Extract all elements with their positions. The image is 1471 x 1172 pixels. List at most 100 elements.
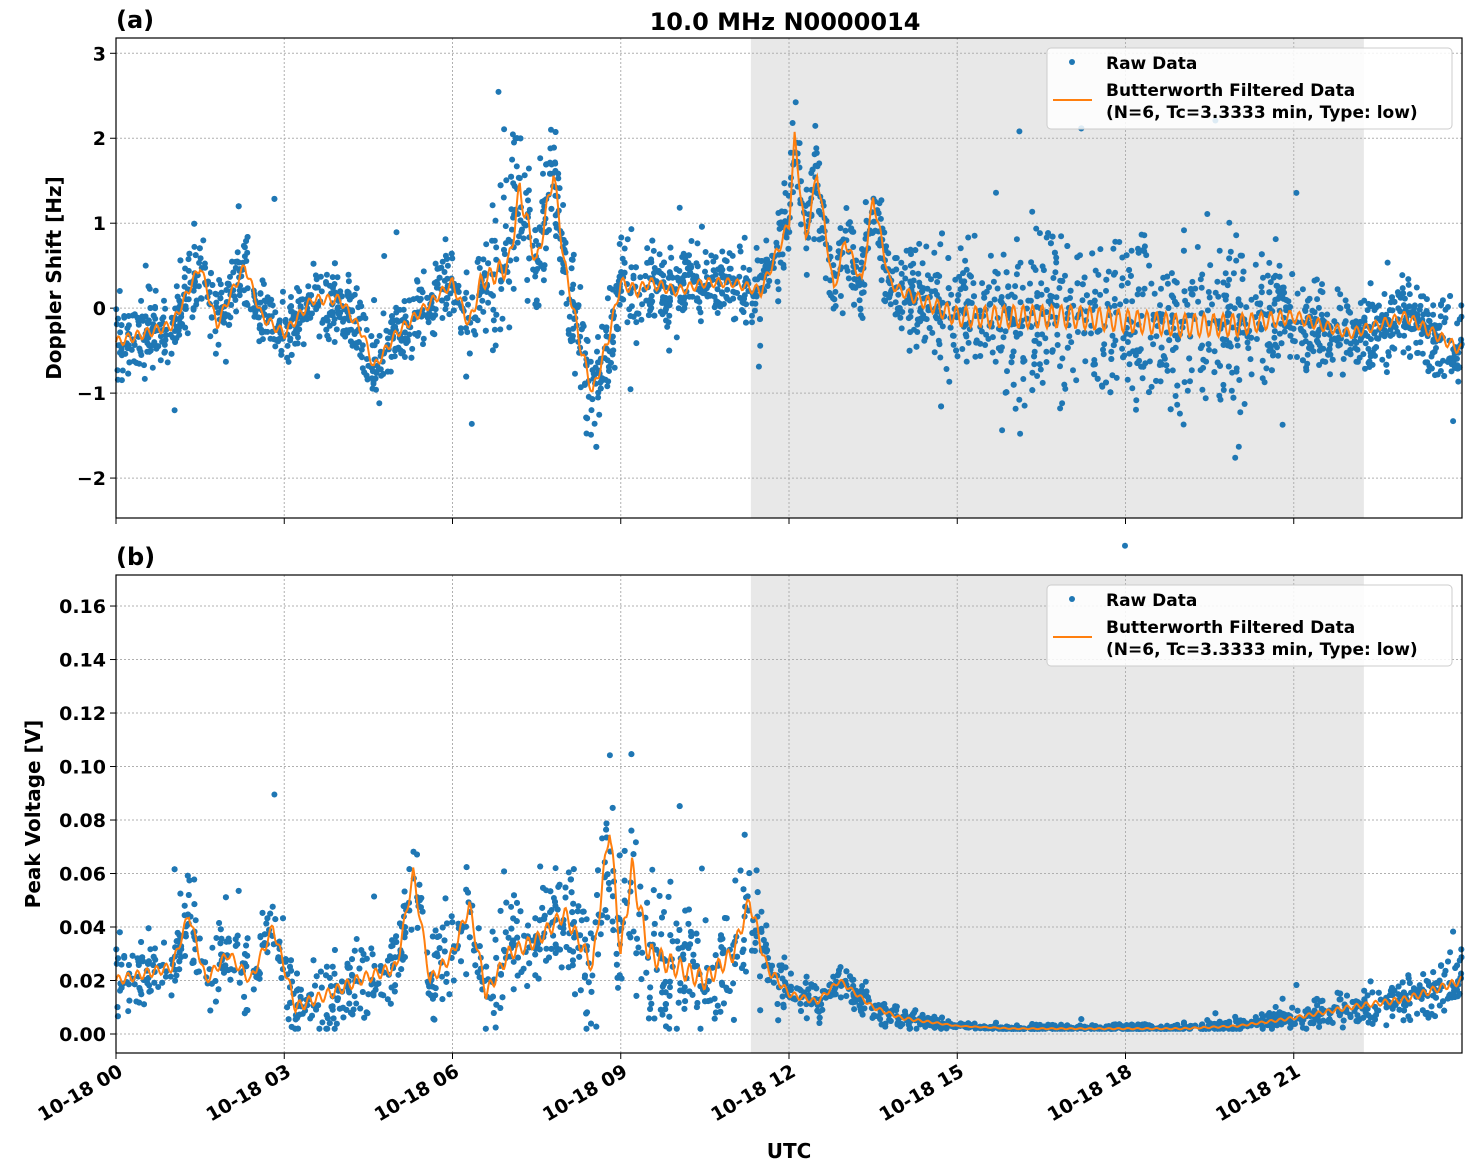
raw-data-point [1038, 280, 1045, 287]
raw-data-point [376, 400, 383, 407]
raw-data-point [888, 288, 895, 295]
raw-data-point [526, 255, 533, 262]
raw-data-point [1171, 278, 1178, 284]
raw-data-point [775, 298, 782, 305]
raw-data-point [1135, 286, 1142, 293]
y-tick-label: 0.08 [59, 810, 106, 832]
raw-data-point [710, 267, 717, 274]
raw-data-point [1405, 281, 1412, 288]
raw-data-point [1047, 240, 1054, 247]
raw-data-point [659, 311, 666, 318]
raw-data-point [1088, 330, 1094, 337]
raw-data-point [1303, 367, 1310, 374]
raw-data-point [446, 311, 453, 318]
raw-data-point [499, 315, 506, 322]
raw-data-point [1276, 262, 1283, 269]
raw-data-point [845, 275, 852, 282]
raw-data-point [1383, 369, 1390, 376]
raw-data-point [992, 268, 999, 275]
raw-data-point [597, 385, 604, 392]
raw-data-point [677, 294, 684, 301]
raw-data-point [1074, 280, 1081, 287]
raw-data-point [513, 163, 520, 170]
raw-data-point [525, 165, 532, 172]
raw-data-point [872, 227, 879, 234]
raw-data-point [740, 309, 747, 315]
raw-data-point [723, 294, 730, 300]
raw-data-point [1258, 289, 1265, 296]
raw-data-point [505, 278, 512, 285]
raw-data-point [922, 334, 929, 341]
raw-data-point [1020, 376, 1027, 382]
raw-data-point [1203, 358, 1210, 365]
raw-data-point [886, 294, 893, 301]
raw-data-point [1016, 396, 1023, 403]
raw-data-point [803, 186, 810, 193]
raw-data-point [937, 241, 944, 248]
raw-data-point [1374, 335, 1380, 342]
raw-data-point [624, 319, 631, 326]
raw-data-point [409, 345, 416, 352]
raw-data-point [923, 243, 930, 250]
raw-data-point [141, 362, 147, 369]
raw-data-point [353, 936, 360, 942]
raw-data-point [192, 917, 199, 924]
raw-data-point [119, 367, 126, 374]
raw-data-point [192, 283, 199, 290]
raw-data-point [342, 333, 349, 340]
raw-data-point [1089, 250, 1096, 257]
raw-data-point [1252, 261, 1259, 268]
raw-data-point [1340, 356, 1347, 362]
raw-data-point [971, 232, 978, 239]
raw-data-point [1184, 301, 1191, 308]
raw-data-point [1259, 357, 1266, 364]
raw-data-point [489, 202, 496, 209]
raw-data-point [1257, 300, 1264, 307]
raw-data-point [816, 160, 823, 167]
raw-data-point [1383, 361, 1390, 368]
raw-data-point [950, 332, 957, 339]
raw-data-point [1189, 291, 1196, 298]
y-tick-label: 0.04 [59, 917, 106, 939]
raw-data-point [1134, 347, 1140, 354]
raw-data-point [1237, 302, 1244, 308]
raw-data-point [313, 276, 320, 283]
raw-data-point [858, 290, 865, 296]
raw-data-point [463, 325, 469, 331]
raw-data-point [213, 299, 220, 306]
raw-data-point [157, 333, 164, 340]
raw-data-point [1232, 454, 1239, 461]
raw-data-point [1052, 269, 1059, 276]
raw-data-point [915, 270, 922, 277]
raw-data-point [1417, 339, 1424, 346]
raw-data-point [741, 295, 747, 302]
x-tick-label: 10-18 00 [34, 1060, 126, 1126]
raw-data-point [921, 315, 928, 322]
raw-data-point [497, 182, 504, 189]
raw-data-point [1436, 360, 1443, 367]
raw-data-point [1276, 330, 1283, 337]
raw-data-point [164, 359, 171, 366]
raw-data-point [1168, 270, 1175, 277]
raw-data-point [908, 251, 914, 258]
raw-data-point [952, 276, 959, 283]
raw-data-point [714, 286, 721, 293]
raw-data-point [524, 297, 531, 304]
raw-data-point [1347, 351, 1354, 358]
raw-data-point [646, 301, 653, 308]
raw-data-point [774, 278, 781, 285]
raw-data-point [1313, 276, 1320, 283]
raw-data-point [1009, 353, 1016, 360]
raw-data-point [370, 378, 377, 385]
raw-data-point [189, 314, 196, 321]
y-tick-label: 0.06 [59, 864, 106, 886]
raw-data-point [1447, 293, 1454, 299]
raw-data-point [902, 275, 909, 282]
raw-data-point [125, 342, 132, 349]
raw-data-point [577, 284, 584, 290]
raw-data-point [1225, 363, 1232, 370]
raw-data-point [346, 327, 353, 334]
raw-data-point [740, 264, 747, 271]
raw-data-point [961, 278, 968, 285]
